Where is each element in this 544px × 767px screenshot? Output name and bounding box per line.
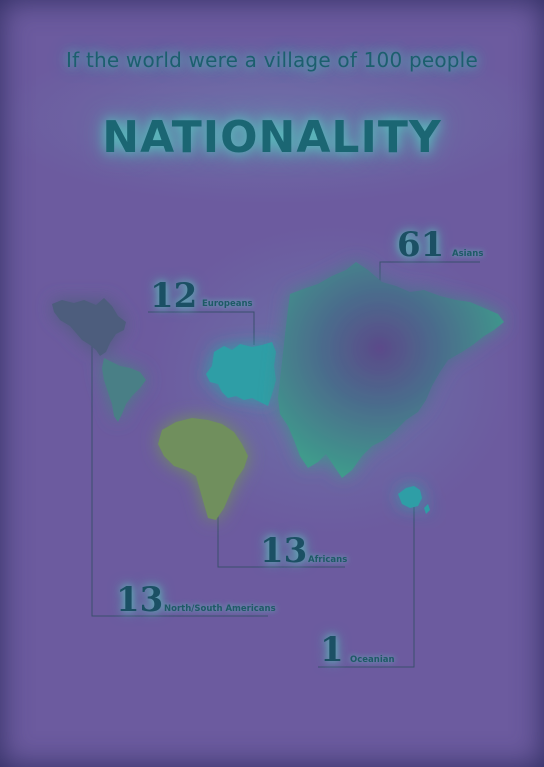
poster-subtitle: If the world were a village of 100 peopl… — [66, 48, 478, 72]
africans-label: Africans — [308, 555, 348, 565]
europe-continent — [206, 342, 276, 406]
europeans-number: 12 — [150, 276, 198, 316]
asia-continent — [278, 262, 504, 478]
oceanian-label: Oceanian — [350, 655, 395, 665]
africans-number: 13 — [260, 531, 308, 571]
americans-label: North/South Americans — [164, 604, 276, 614]
americans-number: 13 — [116, 580, 164, 620]
africa-continent — [158, 418, 248, 520]
oceania-continent — [398, 486, 430, 514]
asians-number: 61 — [397, 225, 445, 265]
americas-continent — [52, 298, 146, 422]
leader-lines — [91, 261, 480, 668]
poster-title: NATIONALITY — [102, 112, 442, 163]
europeans-label: Europeans — [202, 299, 253, 309]
oceanian-number: 1 — [320, 630, 344, 670]
asians-label: Asians — [452, 249, 484, 259]
